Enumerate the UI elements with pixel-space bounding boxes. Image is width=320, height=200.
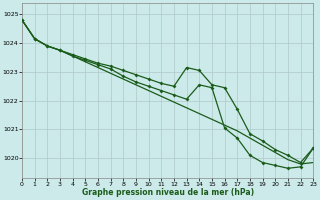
X-axis label: Graphe pression niveau de la mer (hPa): Graphe pression niveau de la mer (hPa) — [82, 188, 254, 197]
